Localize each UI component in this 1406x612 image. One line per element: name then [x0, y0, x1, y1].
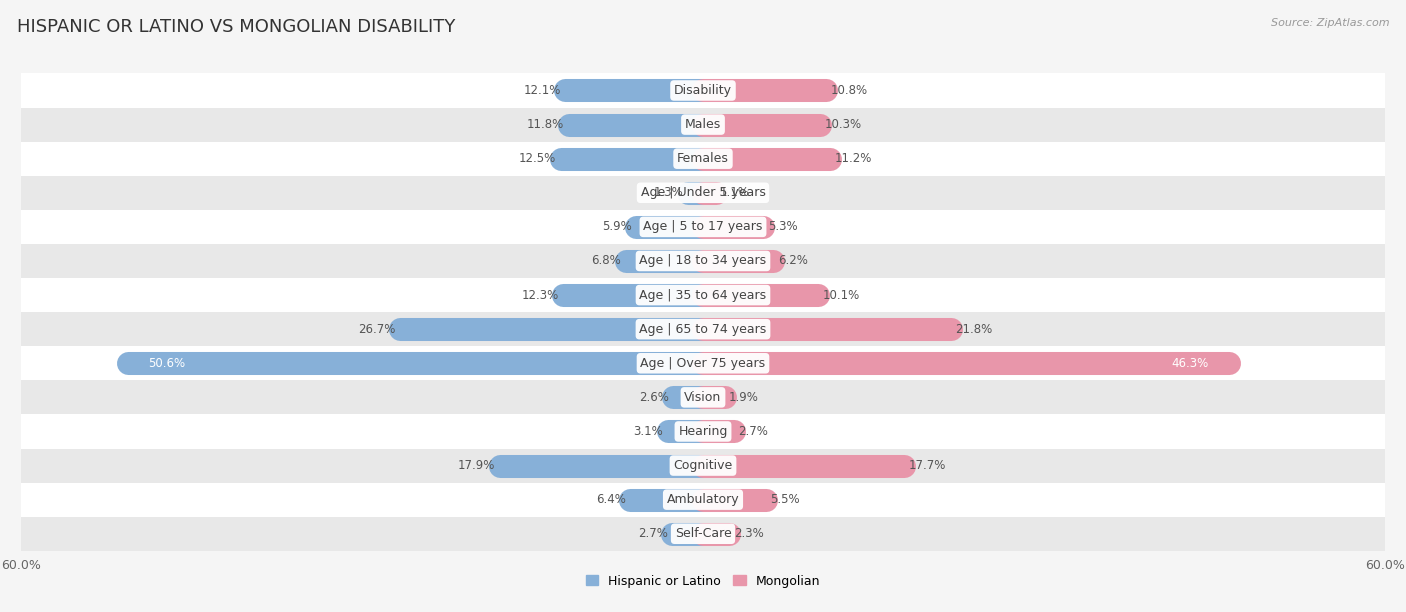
Text: Age | Under 5 years: Age | Under 5 years — [641, 186, 765, 200]
Text: Self-Care: Self-Care — [675, 528, 731, 540]
Text: HISPANIC OR LATINO VS MONGOLIAN DISABILITY: HISPANIC OR LATINO VS MONGOLIAN DISABILI… — [17, 18, 456, 36]
Text: 1.1%: 1.1% — [720, 186, 749, 200]
Bar — [21, 244, 1385, 278]
Text: Age | 35 to 64 years: Age | 35 to 64 years — [640, 289, 766, 302]
Text: 2.7%: 2.7% — [738, 425, 768, 438]
Text: Age | 65 to 74 years: Age | 65 to 74 years — [640, 323, 766, 335]
Text: Age | Over 75 years: Age | Over 75 years — [641, 357, 765, 370]
Text: Males: Males — [685, 118, 721, 131]
Text: Ambulatory: Ambulatory — [666, 493, 740, 506]
Text: Cognitive: Cognitive — [673, 459, 733, 472]
Text: Hearing: Hearing — [678, 425, 728, 438]
Text: 12.5%: 12.5% — [519, 152, 557, 165]
Bar — [21, 108, 1385, 141]
Text: 3.1%: 3.1% — [634, 425, 664, 438]
Text: Females: Females — [678, 152, 728, 165]
Text: 26.7%: 26.7% — [357, 323, 395, 335]
Bar — [21, 380, 1385, 414]
Bar — [21, 346, 1385, 380]
Bar — [21, 517, 1385, 551]
Text: 12.3%: 12.3% — [522, 289, 558, 302]
Text: 2.6%: 2.6% — [640, 391, 669, 404]
Bar — [21, 483, 1385, 517]
Text: 6.2%: 6.2% — [778, 255, 808, 267]
Text: 1.9%: 1.9% — [730, 391, 759, 404]
Text: 11.8%: 11.8% — [527, 118, 564, 131]
Bar — [21, 176, 1385, 210]
Bar — [21, 449, 1385, 483]
Legend: Hispanic or Latino, Mongolian: Hispanic or Latino, Mongolian — [586, 575, 820, 588]
Text: 46.3%: 46.3% — [1171, 357, 1209, 370]
Text: Age | 5 to 17 years: Age | 5 to 17 years — [644, 220, 762, 233]
Text: 10.8%: 10.8% — [831, 84, 868, 97]
Text: Age | 18 to 34 years: Age | 18 to 34 years — [640, 255, 766, 267]
Text: 10.3%: 10.3% — [824, 118, 862, 131]
Bar — [21, 141, 1385, 176]
Text: 5.5%: 5.5% — [770, 493, 800, 506]
Text: 10.1%: 10.1% — [823, 289, 859, 302]
Text: 2.7%: 2.7% — [638, 528, 668, 540]
Text: 50.6%: 50.6% — [149, 357, 186, 370]
Bar — [21, 312, 1385, 346]
Text: 6.4%: 6.4% — [596, 493, 626, 506]
Text: Disability: Disability — [673, 84, 733, 97]
Text: 11.2%: 11.2% — [835, 152, 872, 165]
Text: 5.3%: 5.3% — [768, 220, 797, 233]
Bar — [21, 278, 1385, 312]
Bar — [21, 210, 1385, 244]
Bar — [21, 73, 1385, 108]
Bar — [21, 414, 1385, 449]
Text: 21.8%: 21.8% — [955, 323, 993, 335]
Text: 17.9%: 17.9% — [457, 459, 495, 472]
Text: Vision: Vision — [685, 391, 721, 404]
Text: Source: ZipAtlas.com: Source: ZipAtlas.com — [1271, 18, 1389, 28]
Text: 17.7%: 17.7% — [908, 459, 946, 472]
Text: 6.8%: 6.8% — [592, 255, 621, 267]
Text: 12.1%: 12.1% — [523, 84, 561, 97]
Text: 1.3%: 1.3% — [654, 186, 683, 200]
Text: 2.3%: 2.3% — [734, 528, 763, 540]
Text: 5.9%: 5.9% — [602, 220, 631, 233]
